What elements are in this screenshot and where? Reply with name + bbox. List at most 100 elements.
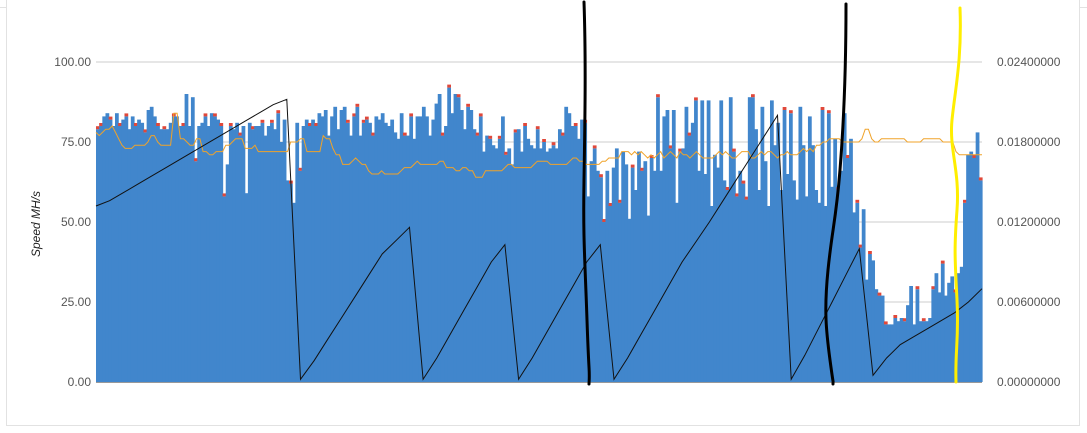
speed-bar: [270, 122, 274, 383]
speed-bar: [548, 148, 553, 382]
speed-bar: [744, 199, 749, 382]
speed-bar: [406, 135, 410, 382]
speed-bar: [703, 174, 708, 382]
bar-rejected-segment: [551, 142, 556, 146]
y2-tick-label: 0.01200000: [997, 215, 1061, 229]
speed-bar: [368, 122, 372, 383]
speed-bar: [168, 122, 173, 383]
speed-bar: [630, 167, 635, 382]
speed-bar: [627, 218, 632, 382]
black-marker-line: [824, 2, 848, 386]
bar-rejected-segment: [440, 132, 445, 136]
speed-bar: [491, 145, 496, 382]
speed-bar: [247, 122, 252, 383]
speed-bar: [383, 122, 388, 383]
y2-tick-label: 0.00000000: [997, 375, 1061, 389]
speed-bar: [361, 122, 366, 383]
bar-rejected-segment: [447, 84, 451, 88]
speed-bar: [102, 116, 107, 383]
bar-rejected-segment: [732, 148, 736, 152]
speed-bar: [757, 190, 762, 382]
speed-bar: [257, 126, 262, 382]
speed-bar: [273, 129, 277, 382]
speed-bar: [472, 129, 477, 382]
speed-bar: [349, 135, 353, 382]
speed-bar: [713, 154, 717, 382]
speed-bar: [592, 148, 597, 382]
speed-bar: [871, 260, 876, 382]
bar-rejected-segment: [238, 132, 243, 136]
speed-bar: [953, 292, 958, 382]
speed-bar: [624, 164, 629, 382]
speed-bar: [602, 222, 607, 382]
y-tick-label: 25.00: [61, 295, 91, 309]
speed-bar: [304, 119, 309, 382]
bar-rejected-segment: [156, 123, 160, 126]
speed-bar: [279, 142, 284, 382]
speed-bar: [238, 135, 243, 382]
speed-bar: [690, 122, 695, 383]
bar-rejected-segment: [251, 126, 255, 130]
speed-bar: [105, 113, 110, 382]
speed-bar: [539, 148, 543, 382]
speed-bar: [301, 126, 306, 382]
bar-rejected-segment: [118, 123, 122, 126]
speed-bar: [849, 138, 853, 382]
bar-rejected-segment: [940, 260, 945, 264]
speed-bar: [561, 135, 565, 382]
bar-rejected-segment: [308, 123, 312, 126]
bar-rejected-segment: [618, 199, 622, 203]
bar-rejected-segment: [213, 113, 217, 117]
speed-bar: [931, 289, 936, 382]
speed-bar: [966, 154, 970, 382]
bar-rejected-segment: [561, 132, 565, 136]
speed-bar: [295, 122, 300, 383]
speed-bar: [114, 113, 119, 382]
speed-bar: [459, 110, 464, 382]
speed-bar: [684, 106, 689, 383]
speed-bar: [478, 116, 483, 383]
bar-rejected-segment: [826, 110, 831, 114]
speed-bar: [640, 170, 645, 382]
bar-rejected-segment: [592, 145, 597, 149]
speed-bar: [475, 135, 480, 382]
speed-bar: [292, 202, 296, 382]
speed-bar: [858, 247, 863, 382]
speed-bar: [532, 148, 537, 382]
left-axis-ticks: 0.00 25.00 50.00 75.00 100.00: [54, 55, 91, 389]
speed-bar: [801, 145, 806, 382]
bar-rejected-segment: [181, 123, 186, 126]
speed-bar: [523, 126, 527, 382]
speed-bar: [364, 119, 369, 382]
speed-bar: [978, 180, 983, 382]
bar-rejected-segment: [868, 251, 872, 254]
speed-bar: [342, 106, 347, 383]
speed-bar: [282, 119, 287, 382]
speed-bar: [197, 126, 202, 382]
speed-bar: [501, 116, 505, 383]
bar-rejected-segment: [608, 203, 613, 206]
speed-bar: [605, 170, 610, 382]
bar-rejected-segment: [820, 107, 825, 110]
speed-bar: [902, 321, 907, 382]
speed-bar: [599, 177, 603, 382]
speed-bar: [133, 126, 138, 382]
speed-bar: [896, 321, 901, 382]
speed-bar: [573, 126, 578, 382]
speed-bar: [646, 215, 651, 382]
speed-bar: [399, 113, 404, 382]
speed-bar: [437, 94, 442, 382]
bar-rejected-segment: [931, 286, 936, 290]
bar-rejected-segment: [893, 315, 898, 318]
bar-rejected-segment: [877, 292, 882, 296]
speed-bar: [526, 138, 531, 382]
speed-bar: [554, 148, 559, 382]
speed-bar: [820, 110, 825, 382]
speed-bar: [289, 183, 293, 382]
speed-bar: [880, 295, 885, 382]
speed-bar: [751, 97, 755, 382]
speed-bar: [608, 206, 613, 382]
speed-bar: [96, 129, 100, 382]
speed-bar: [266, 126, 271, 382]
speed-bar: [912, 324, 917, 382]
